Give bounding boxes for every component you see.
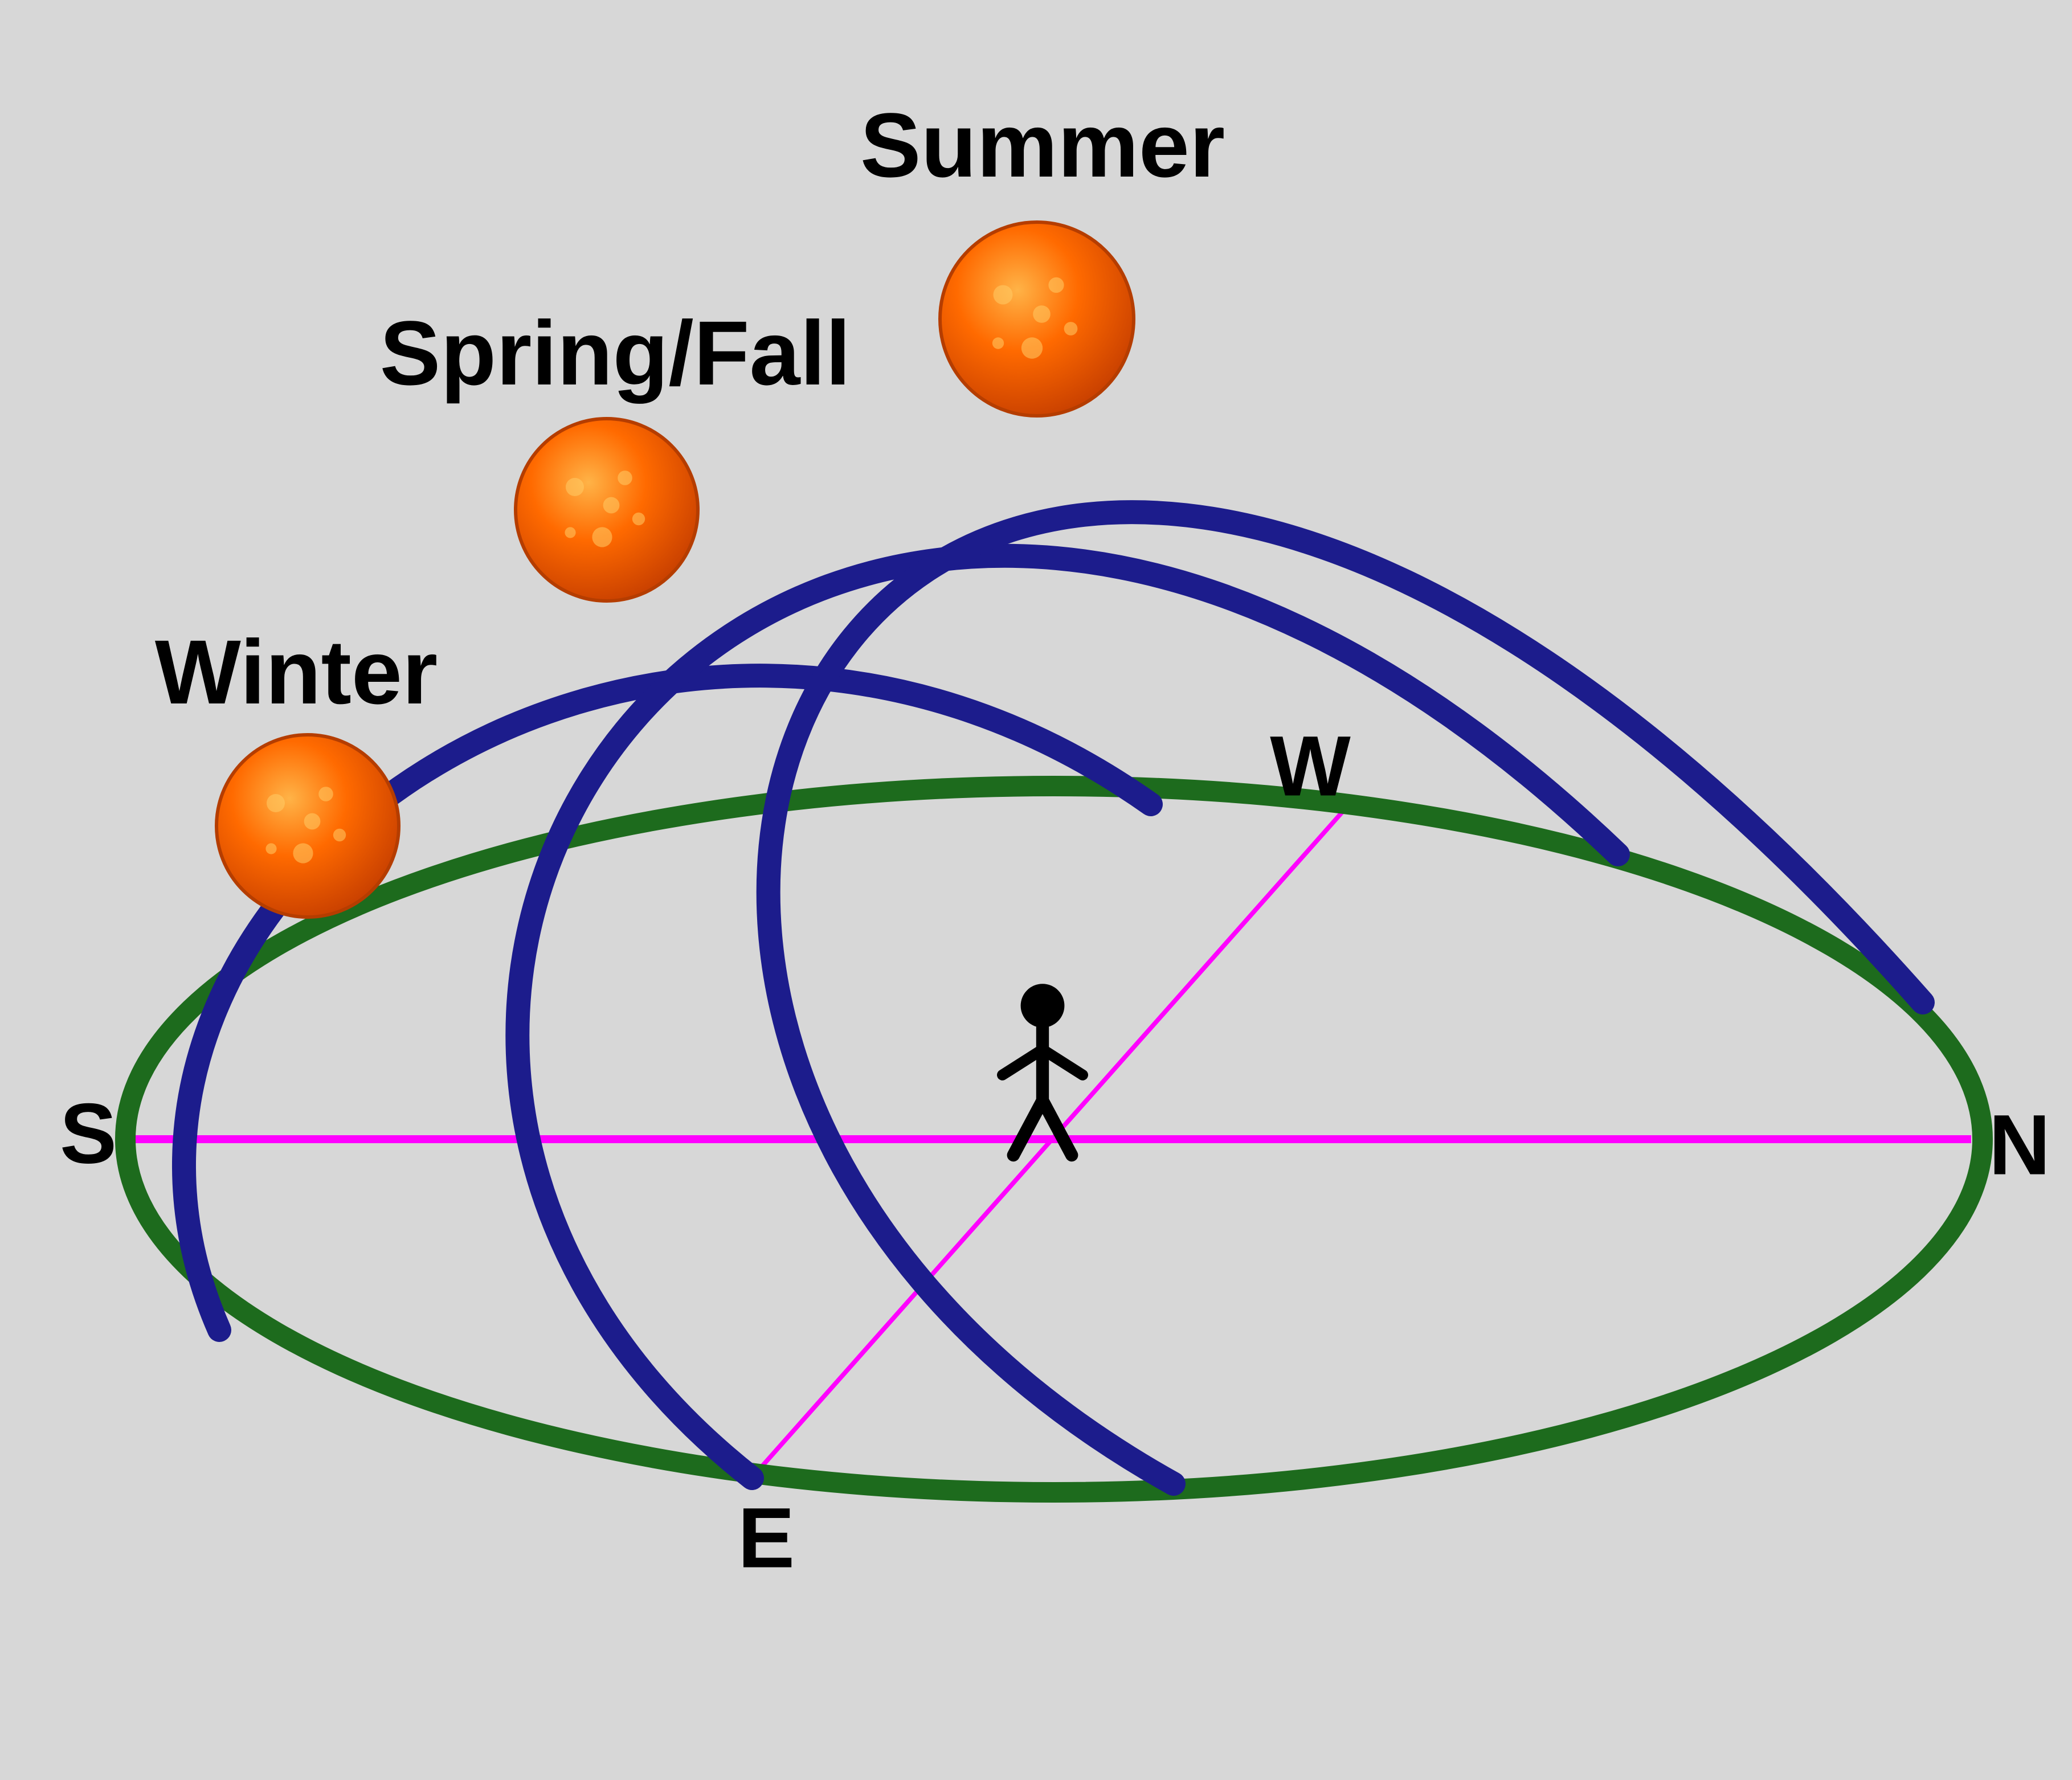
diagram-svg [0, 0, 2072, 1780]
diagram-stage: Winter Spring/FallSummer S N W E [0, 0, 2072, 1780]
label-winter: Winter [155, 620, 438, 725]
label-W: W [1270, 717, 1351, 816]
label-S: S [60, 1085, 117, 1183]
label-summer: Summer [860, 93, 1225, 198]
label-spring: Spring/Fall [380, 301, 851, 406]
sun-spring [516, 419, 698, 601]
label-E: E [738, 1489, 795, 1587]
observer-figure [1003, 984, 1083, 1155]
arc-spring [517, 556, 1618, 1478]
sun-winter [216, 735, 399, 917]
sun-summer [940, 222, 1134, 416]
label-N: N [1989, 1096, 2050, 1194]
